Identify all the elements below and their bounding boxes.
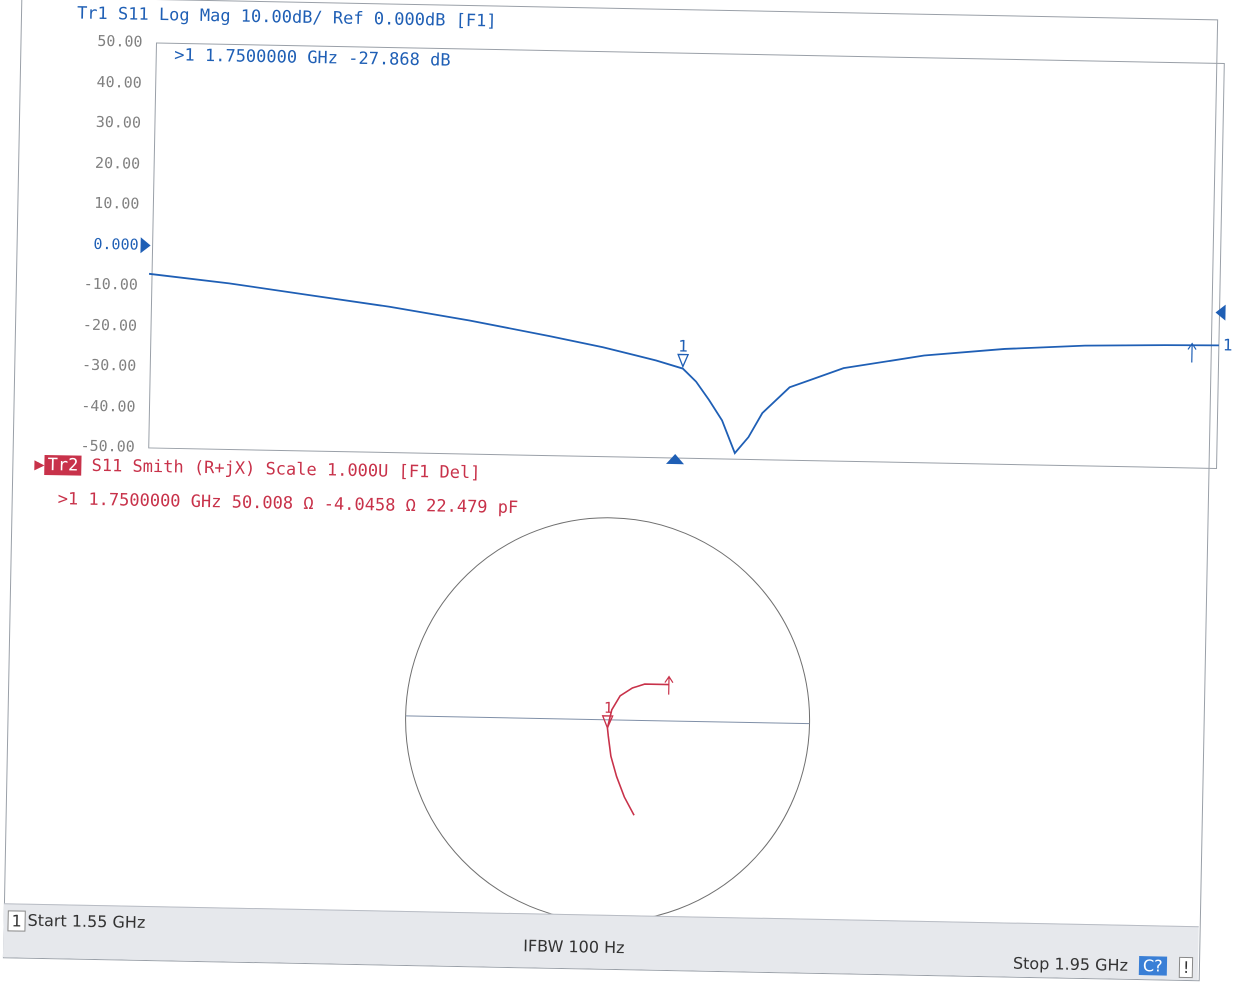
- smith-real-axis: [406, 716, 810, 724]
- channel-number[interactable]: 1: [7, 910, 26, 931]
- trace2-smith-line: [606, 683, 669, 815]
- start-frequency[interactable]: Start 1.55 GHz: [27, 911, 145, 932]
- trace2-badge[interactable]: Tr2: [44, 455, 81, 476]
- smith-marker-1-symbol[interactable]: [602, 716, 612, 728]
- marker-1-label: 1: [678, 336, 688, 355]
- ifbw-setting[interactable]: IFBW 100 Hz: [523, 936, 625, 957]
- scale-arrow-right[interactable]: [1215, 304, 1225, 320]
- calibration-status[interactable]: C?: [1139, 956, 1167, 976]
- stimulus-marker[interactable]: [666, 454, 684, 464]
- smith-chart: 1: [402, 514, 814, 938]
- marker-1-symbol[interactable]: [678, 354, 688, 366]
- warning-indicator[interactable]: !: [1179, 957, 1194, 978]
- reference-level-arrow[interactable]: [140, 237, 150, 253]
- smith-marker-1-label: 1: [604, 699, 613, 717]
- end-marker-label: 1: [1223, 335, 1233, 354]
- log-mag-grid-box: [149, 43, 1225, 468]
- stop-frequency[interactable]: Stop 1.95 GHz: [1013, 954, 1128, 975]
